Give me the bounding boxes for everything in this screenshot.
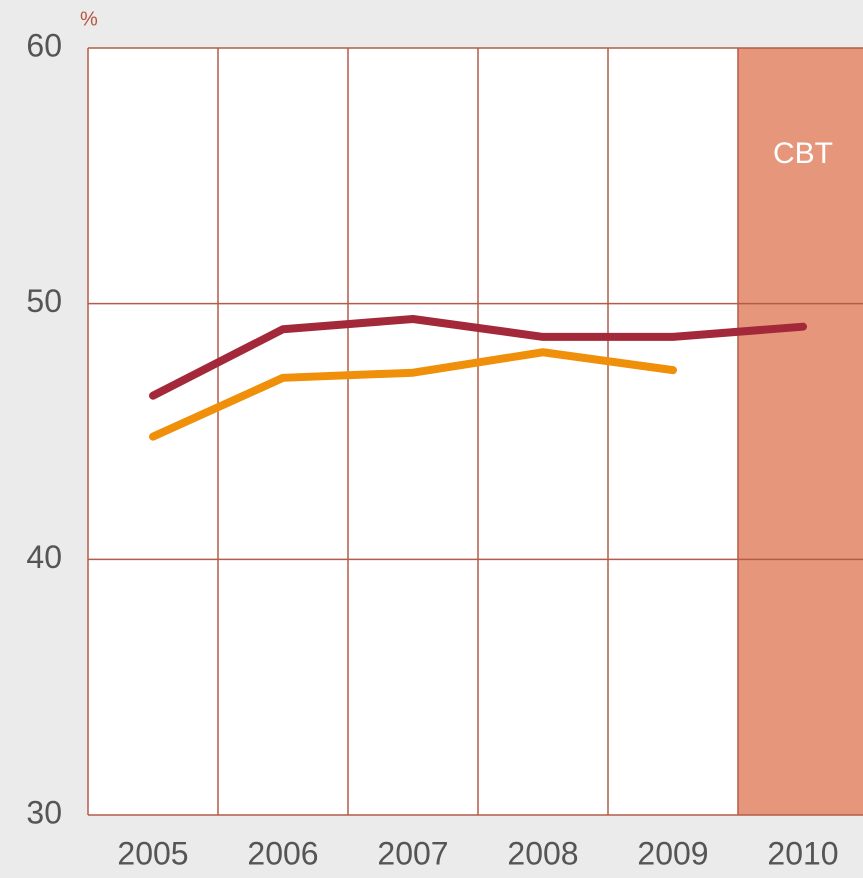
line-series: [149, 348, 677, 441]
x-tick-label: 2006: [247, 835, 318, 871]
y-tick-label: 40: [26, 539, 62, 575]
plot-area: [88, 48, 863, 815]
highlight-label: CBT: [773, 137, 833, 170]
line-series: [149, 315, 807, 400]
y-tick-label: 30: [26, 794, 62, 830]
y-tick-label: 50: [26, 283, 62, 319]
x-tick-label: 2007: [377, 835, 448, 871]
y-tick-label: 60: [26, 27, 62, 63]
x-tick-label: 2008: [507, 835, 578, 871]
x-tick-label: 2009: [637, 835, 708, 871]
y-axis-label: %: [80, 8, 98, 30]
x-tick-label: 2010: [767, 835, 838, 871]
x-tick-label: 2005: [117, 835, 188, 871]
highlight-band: [738, 48, 863, 815]
